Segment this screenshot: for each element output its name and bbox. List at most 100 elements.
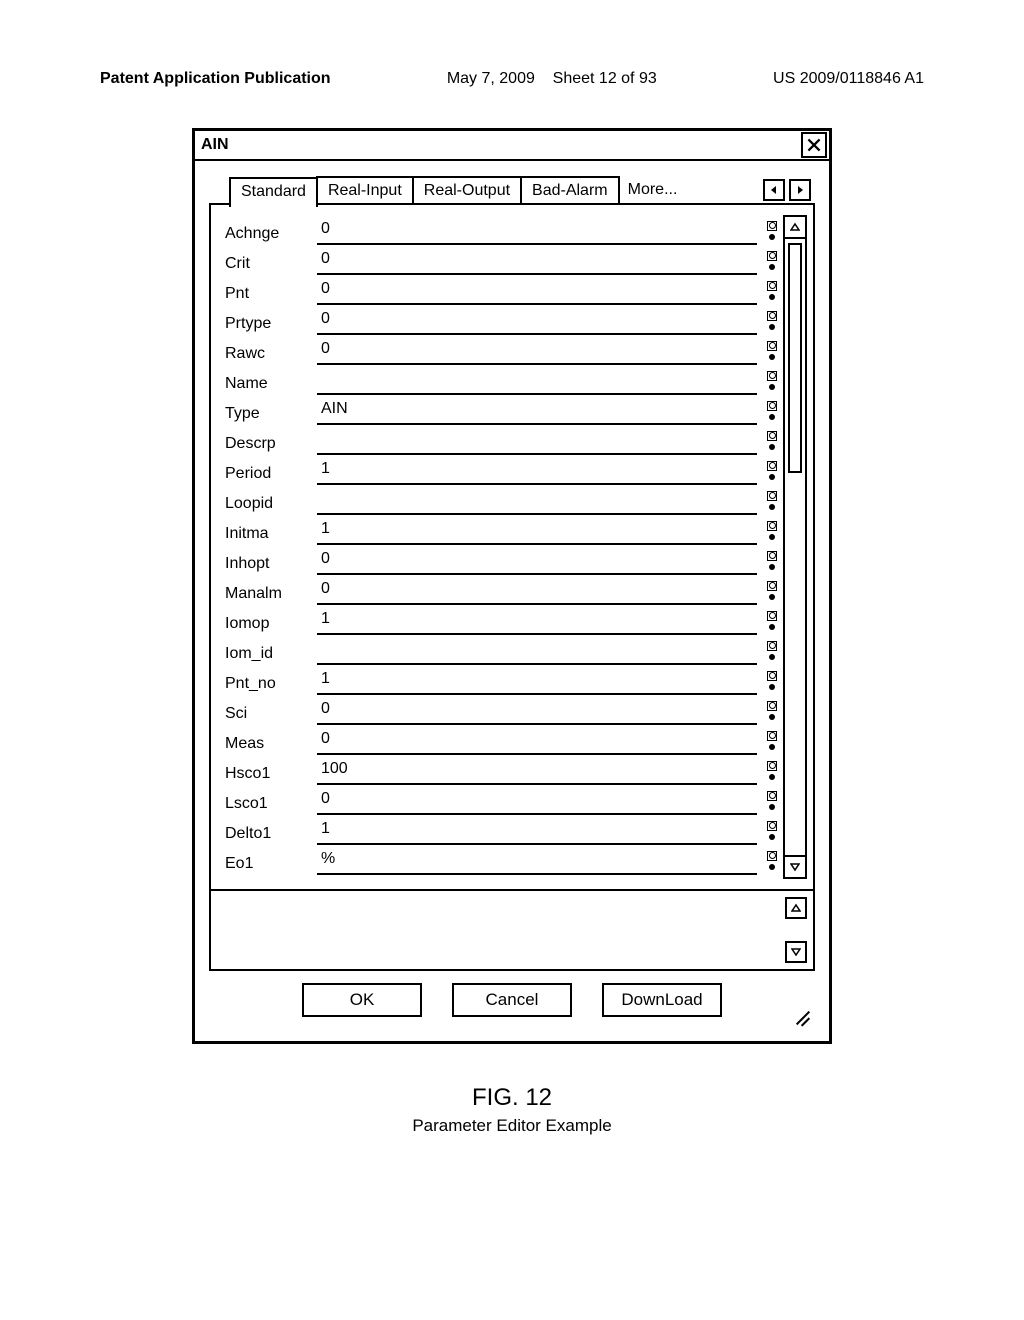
param-indicator[interactable]	[765, 635, 779, 665]
tab-panel: AchngeCritPntPrtypeRawcNameTypeDescrpPer…	[209, 203, 815, 891]
param-label: Inhopt	[225, 549, 317, 579]
param-scrollbar[interactable]	[783, 215, 807, 879]
scroll-thumb[interactable]	[788, 243, 802, 473]
param-value-input[interactable]: 0	[317, 215, 757, 245]
param-indicator[interactable]	[765, 305, 779, 335]
param-indicator[interactable]	[765, 485, 779, 515]
param-indicator[interactable]	[765, 335, 779, 365]
param-indicator[interactable]	[765, 575, 779, 605]
parameter-editor-dialog: AIN Standard Real-Input Real-Output Bad-…	[192, 128, 832, 1044]
header-publication: Patent Application Publication	[100, 70, 331, 88]
param-value-input[interactable]: 1	[317, 515, 757, 545]
param-value-input[interactable]: 0	[317, 335, 757, 365]
close-icon	[807, 138, 821, 152]
resize-grip-icon[interactable]	[791, 1007, 809, 1025]
scroll-up-button[interactable]	[785, 217, 805, 239]
param-value-input[interactable]: 0	[317, 785, 757, 815]
param-label: Meas	[225, 729, 317, 759]
tab-more[interactable]: More...	[618, 181, 678, 199]
param-indicator[interactable]	[765, 395, 779, 425]
param-indicator[interactable]	[765, 365, 779, 395]
tab-scroll-right[interactable]	[789, 179, 811, 201]
msg-scroll-up[interactable]	[785, 897, 807, 919]
param-indicator[interactable]	[765, 455, 779, 485]
dialog-body: Standard Real-Input Real-Output Bad-Alar…	[195, 161, 829, 1041]
tab-standard[interactable]: Standard	[229, 177, 318, 207]
param-label: Lsco1	[225, 789, 317, 819]
param-indicator[interactable]	[765, 725, 779, 755]
titlebar: AIN	[195, 131, 829, 161]
param-indicator[interactable]	[765, 845, 779, 875]
param-label: Hsco1	[225, 759, 317, 789]
msg-scroll-down[interactable]	[785, 941, 807, 963]
header-date: May 7, 2009	[447, 70, 535, 87]
param-indicator[interactable]	[765, 545, 779, 575]
param-value-input[interactable]: 0	[317, 575, 757, 605]
param-indicator[interactable]	[765, 245, 779, 275]
param-indicator[interactable]	[765, 515, 779, 545]
figure-number: FIG. 12	[0, 1084, 1024, 1112]
param-label: Loopid	[225, 489, 317, 519]
param-label: Pnt	[225, 279, 317, 309]
dialog-title: AIN	[195, 136, 799, 154]
param-label: Name	[225, 369, 317, 399]
param-value-input[interactable]: 0	[317, 695, 757, 725]
param-indicator[interactable]	[765, 275, 779, 305]
param-value-input[interactable]: 0	[317, 305, 757, 335]
param-label: Achnge	[225, 219, 317, 249]
message-scroll	[785, 897, 809, 963]
param-value-input[interactable]: 0	[317, 725, 757, 755]
param-value-input[interactable]: 0	[317, 275, 757, 305]
param-label: Delto1	[225, 819, 317, 849]
param-value-input[interactable]: 0	[317, 545, 757, 575]
param-value-input[interactable]: 1	[317, 455, 757, 485]
param-label: Prtype	[225, 309, 317, 339]
param-value-input[interactable]	[317, 425, 757, 455]
param-label: Rawc	[225, 339, 317, 369]
scroll-track[interactable]	[785, 477, 805, 855]
param-value-input[interactable]: 0	[317, 245, 757, 275]
ok-button[interactable]: OK	[302, 983, 422, 1017]
param-label: Manalm	[225, 579, 317, 609]
button-row: OK Cancel DownLoad	[209, 971, 815, 1031]
param-indicator[interactable]	[765, 755, 779, 785]
param-label: Initma	[225, 519, 317, 549]
param-value-input[interactable]	[317, 485, 757, 515]
header-sheet: Sheet 12 of 93	[553, 70, 657, 87]
param-label: Pnt_no	[225, 669, 317, 699]
scroll-down-button[interactable]	[785, 855, 805, 877]
param-value-input[interactable]: 1	[317, 815, 757, 845]
param-value-input[interactable]: 1	[317, 665, 757, 695]
param-label: Crit	[225, 249, 317, 279]
tab-bad-alarm[interactable]: Bad-Alarm	[520, 176, 620, 204]
param-marks-column	[765, 215, 779, 879]
triangle-right-icon	[795, 185, 805, 195]
triangle-up-icon	[791, 903, 801, 913]
param-indicator[interactable]	[765, 215, 779, 245]
param-indicator[interactable]	[765, 785, 779, 815]
param-indicator[interactable]	[765, 815, 779, 845]
figure-caption: FIG. 12 Parameter Editor Example	[0, 1084, 1024, 1136]
cancel-button[interactable]: Cancel	[452, 983, 572, 1017]
param-label: Descrp	[225, 429, 317, 459]
triangle-up-icon	[790, 222, 800, 232]
tab-real-output[interactable]: Real-Output	[412, 176, 522, 204]
param-value-input[interactable]: AIN	[317, 395, 757, 425]
param-value-input[interactable]: 1	[317, 605, 757, 635]
close-button[interactable]	[801, 132, 827, 158]
param-indicator[interactable]	[765, 695, 779, 725]
download-button[interactable]: DownLoad	[602, 983, 722, 1017]
param-indicator[interactable]	[765, 605, 779, 635]
param-value-input[interactable]: 100	[317, 755, 757, 785]
param-value-input[interactable]: %	[317, 845, 757, 875]
param-value-input[interactable]	[317, 635, 757, 665]
tab-real-input[interactable]: Real-Input	[316, 176, 414, 204]
figure-subtitle: Parameter Editor Example	[0, 1116, 1024, 1136]
param-indicator[interactable]	[765, 665, 779, 695]
header-pubno: US 2009/0118846 A1	[773, 70, 924, 88]
param-label: Eo1	[225, 849, 317, 879]
param-value-input[interactable]	[317, 365, 757, 395]
param-indicator[interactable]	[765, 425, 779, 455]
tab-scroll-left[interactable]	[763, 179, 785, 201]
message-area	[209, 891, 815, 971]
